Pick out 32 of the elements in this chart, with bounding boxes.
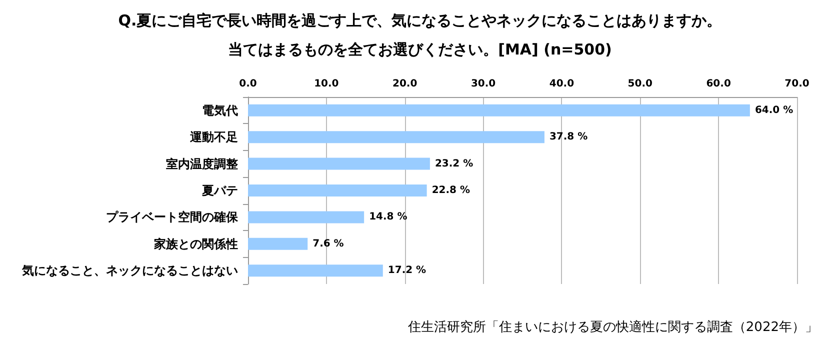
data-label: 22.8 %: [432, 185, 470, 196]
data-label: 7.6 %: [312, 238, 344, 250]
data-label: 64.0 %: [754, 104, 794, 116]
y-tick-label: 室内温度調整: [166, 156, 239, 171]
bar: [248, 158, 430, 170]
bar: [248, 264, 383, 277]
y-tick-label: 気になること、ネックになることはない: [21, 264, 238, 278]
data-label: 37.8 %: [549, 132, 588, 143]
bar: [248, 131, 544, 144]
x-tick-label: 20.0: [392, 78, 418, 90]
chart-subtitle: 当てはまるものを全てお選びください。[MA] (n=500): [228, 40, 612, 58]
text: 住生活研究所「住まいにおける夏の快適性に関する調査（2022年）」: [406, 319, 818, 335]
x-tick-label: 70.0: [784, 78, 810, 90]
x-tick-label: 0.0: [239, 78, 257, 90]
data-label: 14.8 %: [369, 212, 408, 223]
x-tick-label: 10.0: [314, 78, 339, 90]
x-tick-label: 50.0: [628, 78, 653, 90]
x-tick-label: 30.0: [470, 78, 496, 90]
bar: [248, 104, 750, 116]
data-label: 17.2 %: [388, 265, 426, 276]
bar: [248, 184, 427, 196]
bar: [248, 211, 364, 224]
y-tick-label: プライベート空間の確保: [106, 210, 239, 224]
y-tick-label: 家族との関係性: [153, 236, 238, 251]
y-tick-label: 夏バテ: [201, 184, 238, 198]
x-tick-label: 60.0: [706, 78, 731, 90]
y-tick-label: 電気代: [202, 103, 238, 118]
chart-title: Q.夏にご自宅で長い時間を過ごす上で、気になることやネックになることはありますか。: [118, 12, 722, 30]
x-tick-label: 40.0: [549, 78, 574, 90]
bar: [248, 238, 308, 250]
y-tick-label: 運動不足: [189, 130, 238, 144]
data-label: 23.2 %: [434, 158, 474, 170]
